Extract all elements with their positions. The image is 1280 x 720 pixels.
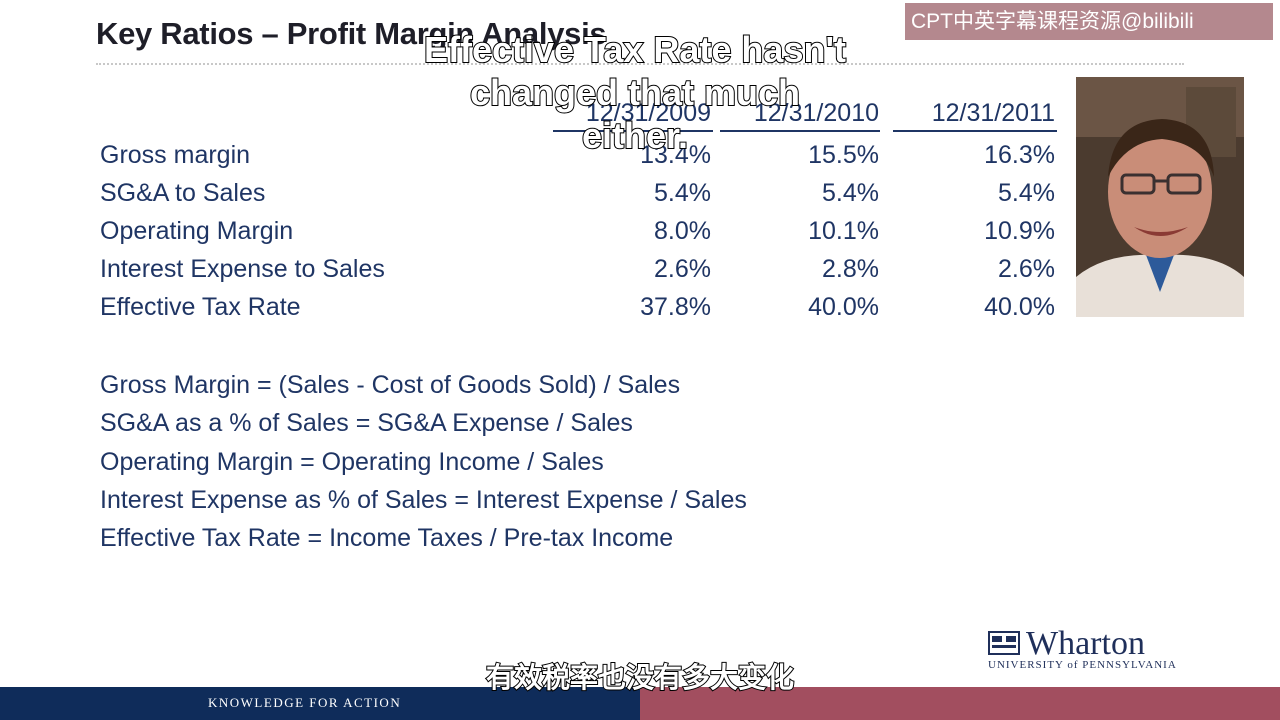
table-cell: 5.4% <box>822 179 879 207</box>
table-cell: 5.4% <box>998 179 1055 207</box>
logo-subtitle: UNIVERSITY of PENNSYLVANIA <box>988 659 1177 671</box>
formula-interest-expense: Interest Expense as % of Sales = Interes… <box>100 486 747 514</box>
presenter-video <box>1076 77 1244 317</box>
table-cell: 10.9% <box>984 217 1055 245</box>
caption-english-line-1: Effective Tax Rate hasn't <box>423 28 847 71</box>
caption-english-line-2: changed that much either. <box>469 71 801 157</box>
row-label: Gross margin <box>100 141 251 169</box>
table-cell: 40.0% <box>984 293 1055 321</box>
footer-bar-left: KNOWLEDGE FOR ACTION <box>0 687 640 720</box>
formula-effective-tax-rate: Effective Tax Rate = Income Taxes / Pre-… <box>100 524 674 552</box>
watermark: CPT中英字幕课程资源@bilibili <box>905 3 1273 40</box>
header-underline <box>553 130 713 132</box>
table-cell: 13.4% <box>640 141 711 169</box>
caption-english: Effective Tax Rate hasn't changed that m… <box>420 28 850 157</box>
formula-operating-margin: Operating Margin = Operating Income / Sa… <box>100 448 604 476</box>
shield-icon <box>988 631 1020 655</box>
table-cell: 40.0% <box>808 293 879 321</box>
row-label: SG&A to Sales <box>100 179 266 207</box>
wharton-logo: Wharton UNIVERSITY of PENNSYLVANIA <box>988 625 1198 675</box>
header-underline <box>720 130 880 132</box>
logo-wordmark: Wharton <box>1026 625 1145 662</box>
table-cell: 2.6% <box>998 255 1055 283</box>
table-cell: 2.8% <box>822 255 879 283</box>
slide-title: Key Ratios – Profit Margin Analysis <box>96 16 607 51</box>
table-cell: 16.3% <box>984 141 1055 169</box>
footer-tagline: KNOWLEDGE FOR ACTION <box>208 695 402 710</box>
row-label: Effective Tax Rate <box>100 293 301 321</box>
column-header-2010: 12/31/2010 <box>753 99 879 127</box>
row-label: Interest Expense to Sales <box>100 255 385 283</box>
column-header-2009: 12/31/2009 <box>585 99 711 127</box>
table-cell: 2.6% <box>654 255 711 283</box>
caption-chinese: 有效税率也没有多大变化 <box>485 660 795 695</box>
formula-gross-margin: Gross Margin = (Sales - Cost of Goods So… <box>100 371 681 399</box>
title-divider <box>96 63 1184 65</box>
table-cell: 10.1% <box>808 217 879 245</box>
table-cell: 8.0% <box>654 217 711 245</box>
formula-sga: SG&A as a % of Sales = SG&A Expense / Sa… <box>100 409 633 437</box>
table-cell: 37.8% <box>640 293 711 321</box>
header-underline <box>893 130 1057 132</box>
row-label: Operating Margin <box>100 217 294 245</box>
column-header-2011: 12/31/2011 <box>931 99 1055 127</box>
table-cell: 15.5% <box>808 141 879 169</box>
footer-bar-right <box>640 687 1280 720</box>
table-cell: 5.4% <box>654 179 711 207</box>
